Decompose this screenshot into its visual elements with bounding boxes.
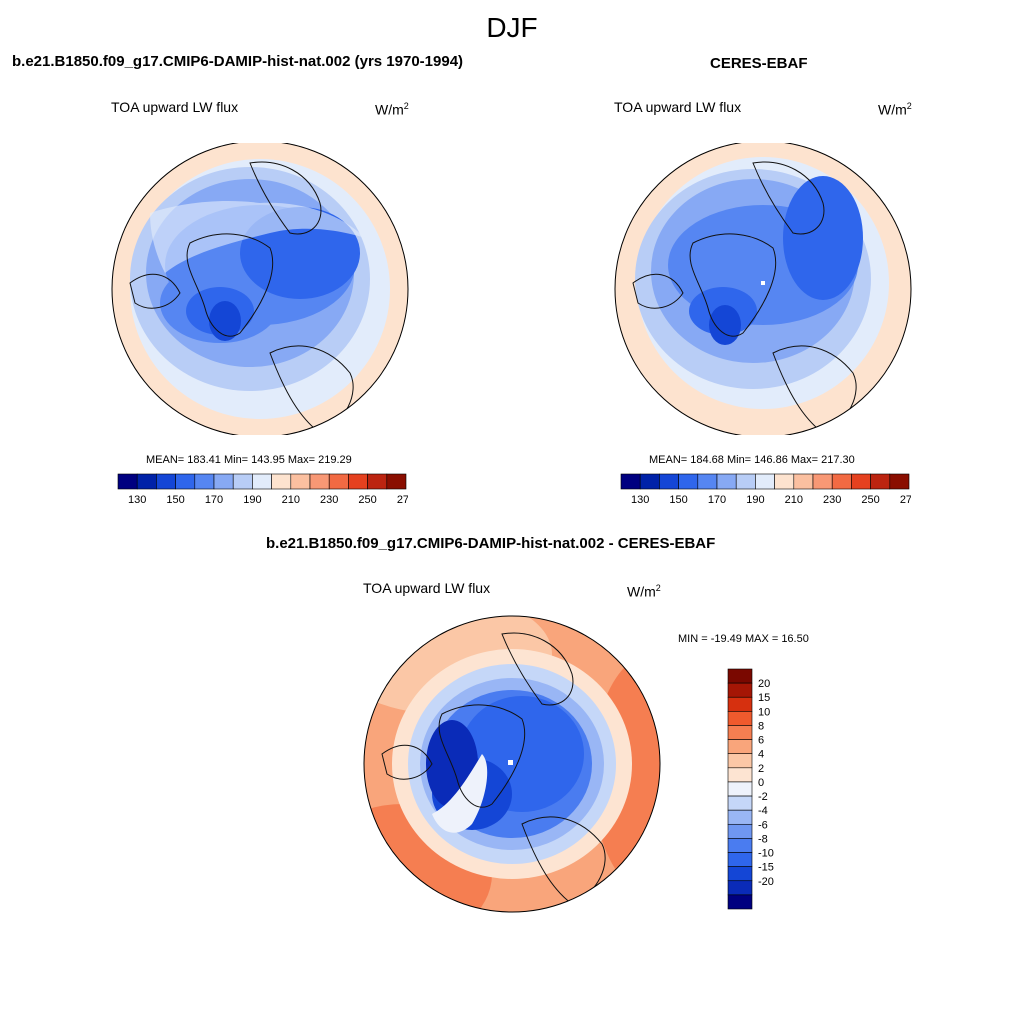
panel-3-colorbar-swatch bbox=[727, 753, 753, 769]
panel-3-title: b.e21.B1850.f09_g17.CMIP6-DAMIP-hist-nat… bbox=[266, 535, 716, 552]
panel-2-units: W/m2 bbox=[878, 101, 912, 118]
panel-1-colorbar-swatch bbox=[367, 473, 388, 490]
main-title: DJF bbox=[486, 12, 538, 43]
panel-1-colorbar-swatch bbox=[194, 473, 215, 490]
panel-3-colorbar-swatch bbox=[727, 809, 753, 825]
panel-3-colorbar-tick-label: 15 bbox=[758, 692, 770, 704]
panel-2-colorbar: 130 150 170 190 210 230 250 270 bbox=[620, 473, 911, 506]
panel-1-colorbar: 130 150 170 190 210 230 250 270 bbox=[117, 473, 408, 506]
panel-1-colorbar-tick-label: 190 bbox=[243, 494, 261, 506]
panel-1-colorbar-tick-label: 270 bbox=[397, 494, 408, 506]
panel-3-colorbar-swatch bbox=[727, 838, 753, 853]
panel-3-colorbar-swatch bbox=[727, 739, 753, 755]
panel-1-colorbar-tick-label: 230 bbox=[320, 494, 338, 506]
panel-2-colorbar-tick-label: 210 bbox=[785, 494, 803, 506]
panel-3-variable-label: TOA upward LW flux bbox=[363, 580, 491, 596]
panel-1-colorbar-swatch bbox=[175, 473, 196, 490]
panel-3-colorbar-swatch bbox=[727, 767, 753, 783]
panel-3-colorbar-tick-label: -6 bbox=[758, 819, 768, 831]
panel-3-colorbar-swatch bbox=[727, 682, 753, 698]
panel-1-colorbar-swatch bbox=[136, 473, 157, 490]
panel-3-colorbar-swatch bbox=[727, 668, 753, 684]
panel-3-colorbar-tick-label: -10 bbox=[758, 848, 774, 860]
panel-3-colorbar-tick-label: 8 bbox=[758, 720, 764, 732]
panel-3-colorbar-swatch bbox=[727, 866, 753, 882]
panel-3-colorbar-tick-label: 2 bbox=[758, 763, 764, 775]
panel-1-colorbar-swatch bbox=[156, 473, 176, 490]
panel-2-colorbar-swatch bbox=[697, 473, 718, 490]
panel-3-colorbar-tick-label: 20 bbox=[758, 678, 770, 690]
panel-3-colorbar-tick-label: 10 bbox=[758, 706, 770, 718]
panel-3-polar-map bbox=[363, 615, 661, 913]
panel-3-colorbar-swatch bbox=[727, 781, 753, 797]
panel-1-polar-map bbox=[111, 143, 409, 435]
panel-3-colorbar-swatch bbox=[727, 795, 753, 811]
panel-1-colorbar-swatch bbox=[213, 473, 234, 490]
panel-2-colorbar-swatch bbox=[831, 473, 852, 490]
panel-1-stats: MEAN= 183.41 Min= 143.95 Max= 219.29 bbox=[146, 454, 352, 466]
panel-3-colorbar-tick-label: 6 bbox=[758, 735, 764, 747]
panel-1-colorbar-swatch bbox=[309, 473, 330, 490]
panel-2-colorbar-swatch bbox=[620, 473, 641, 490]
panel-2-colorbar-swatch bbox=[793, 473, 814, 490]
panel-3-colorbar-swatch bbox=[727, 880, 753, 896]
panel-3-units: W/m2 bbox=[627, 583, 661, 600]
panel-1-colorbar-swatch bbox=[232, 473, 253, 490]
panel-1-units: W/m2 bbox=[375, 101, 409, 118]
panel-2-colorbar-tick-label: 230 bbox=[823, 494, 841, 506]
panel-3-colorbar-tick-label: -8 bbox=[758, 833, 768, 845]
panel-1-colorbar-swatch bbox=[271, 473, 292, 490]
panel-1-colorbar-swatch bbox=[290, 473, 311, 490]
panel-2-colorbar-swatch bbox=[889, 473, 910, 490]
panel-1-variable-label: TOA upward LW flux bbox=[111, 99, 239, 115]
panel-2-colorbar-swatch bbox=[639, 473, 660, 490]
panel-3-colorbar-tick-label: 0 bbox=[758, 777, 764, 789]
panel-3-colorbar-swatch bbox=[727, 823, 753, 839]
panel-2-colorbar-swatch bbox=[812, 473, 833, 490]
panel-3-colorbar-tick-label: -4 bbox=[758, 805, 768, 817]
panel-1-colorbar-tick-label: 150 bbox=[166, 494, 184, 506]
panel-3-colorbar-tick-label: 4 bbox=[758, 749, 764, 761]
panel-1-colorbar-swatch bbox=[328, 473, 349, 490]
panel-2-colorbar-swatch bbox=[755, 473, 775, 490]
panel-3-colorbar-swatch bbox=[727, 852, 753, 867]
panel-2-colorbar-swatch bbox=[659, 473, 679, 490]
panel-2-colorbar-tick-label: 150 bbox=[669, 494, 687, 506]
panel-1-title: b.e21.B1850.f09_g17.CMIP6-DAMIP-hist-nat… bbox=[12, 53, 464, 70]
panel-2-colorbar-tick-label: 130 bbox=[631, 494, 649, 506]
panel-3-colorbar-tick-label: -20 bbox=[758, 876, 774, 888]
panel-1-colorbar-swatch bbox=[386, 473, 407, 490]
panel-1-colorbar-tick-label: 210 bbox=[282, 494, 300, 506]
panel-3-colorbar-swatch bbox=[727, 725, 753, 740]
panel-2-colorbar-swatch bbox=[716, 473, 737, 490]
panel-1-colorbar-swatch bbox=[348, 473, 368, 490]
panel-2-colorbar-swatch bbox=[851, 473, 871, 490]
panel-3-colorbar-swatch bbox=[727, 894, 753, 910]
panel-2-colorbar-swatch bbox=[774, 473, 795, 490]
panel-3-colorbar-tick-label: -2 bbox=[758, 791, 768, 803]
panel-2-polar-map bbox=[614, 143, 912, 435]
panel-2-stats: MEAN= 184.68 Min= 146.86 Max= 217.30 bbox=[649, 454, 855, 466]
panel-2-colorbar-swatch bbox=[735, 473, 756, 490]
panel-2-title: CERES-EBAF bbox=[710, 55, 808, 72]
panel-3-colorbar-tick-label: -15 bbox=[758, 862, 774, 874]
panel-3-min-max-label: MIN = -19.49 MAX = 16.50 bbox=[678, 633, 809, 645]
panel-2-colorbar-tick-label: 170 bbox=[708, 494, 726, 506]
panel-2-colorbar-tick-label: 250 bbox=[861, 494, 879, 506]
panel-1-colorbar-tick-label: 250 bbox=[358, 494, 376, 506]
panel-2-colorbar-tick-label: 270 bbox=[900, 494, 911, 506]
panel-2-variable-label: TOA upward LW flux bbox=[614, 99, 742, 115]
panel-2-colorbar-tick-label: 190 bbox=[746, 494, 764, 506]
panel-1-colorbar-tick-label: 130 bbox=[128, 494, 146, 506]
panel-3-colorbar-swatch bbox=[727, 696, 753, 712]
panel-2-colorbar-swatch bbox=[678, 473, 699, 490]
panel-2-colorbar-swatch bbox=[870, 473, 891, 490]
panel-1-colorbar-tick-label: 170 bbox=[205, 494, 223, 506]
panel-3-colorbar-swatch bbox=[727, 711, 753, 726]
panel-1-colorbar-swatch bbox=[252, 473, 272, 490]
panel-1-colorbar-swatch bbox=[117, 473, 138, 490]
